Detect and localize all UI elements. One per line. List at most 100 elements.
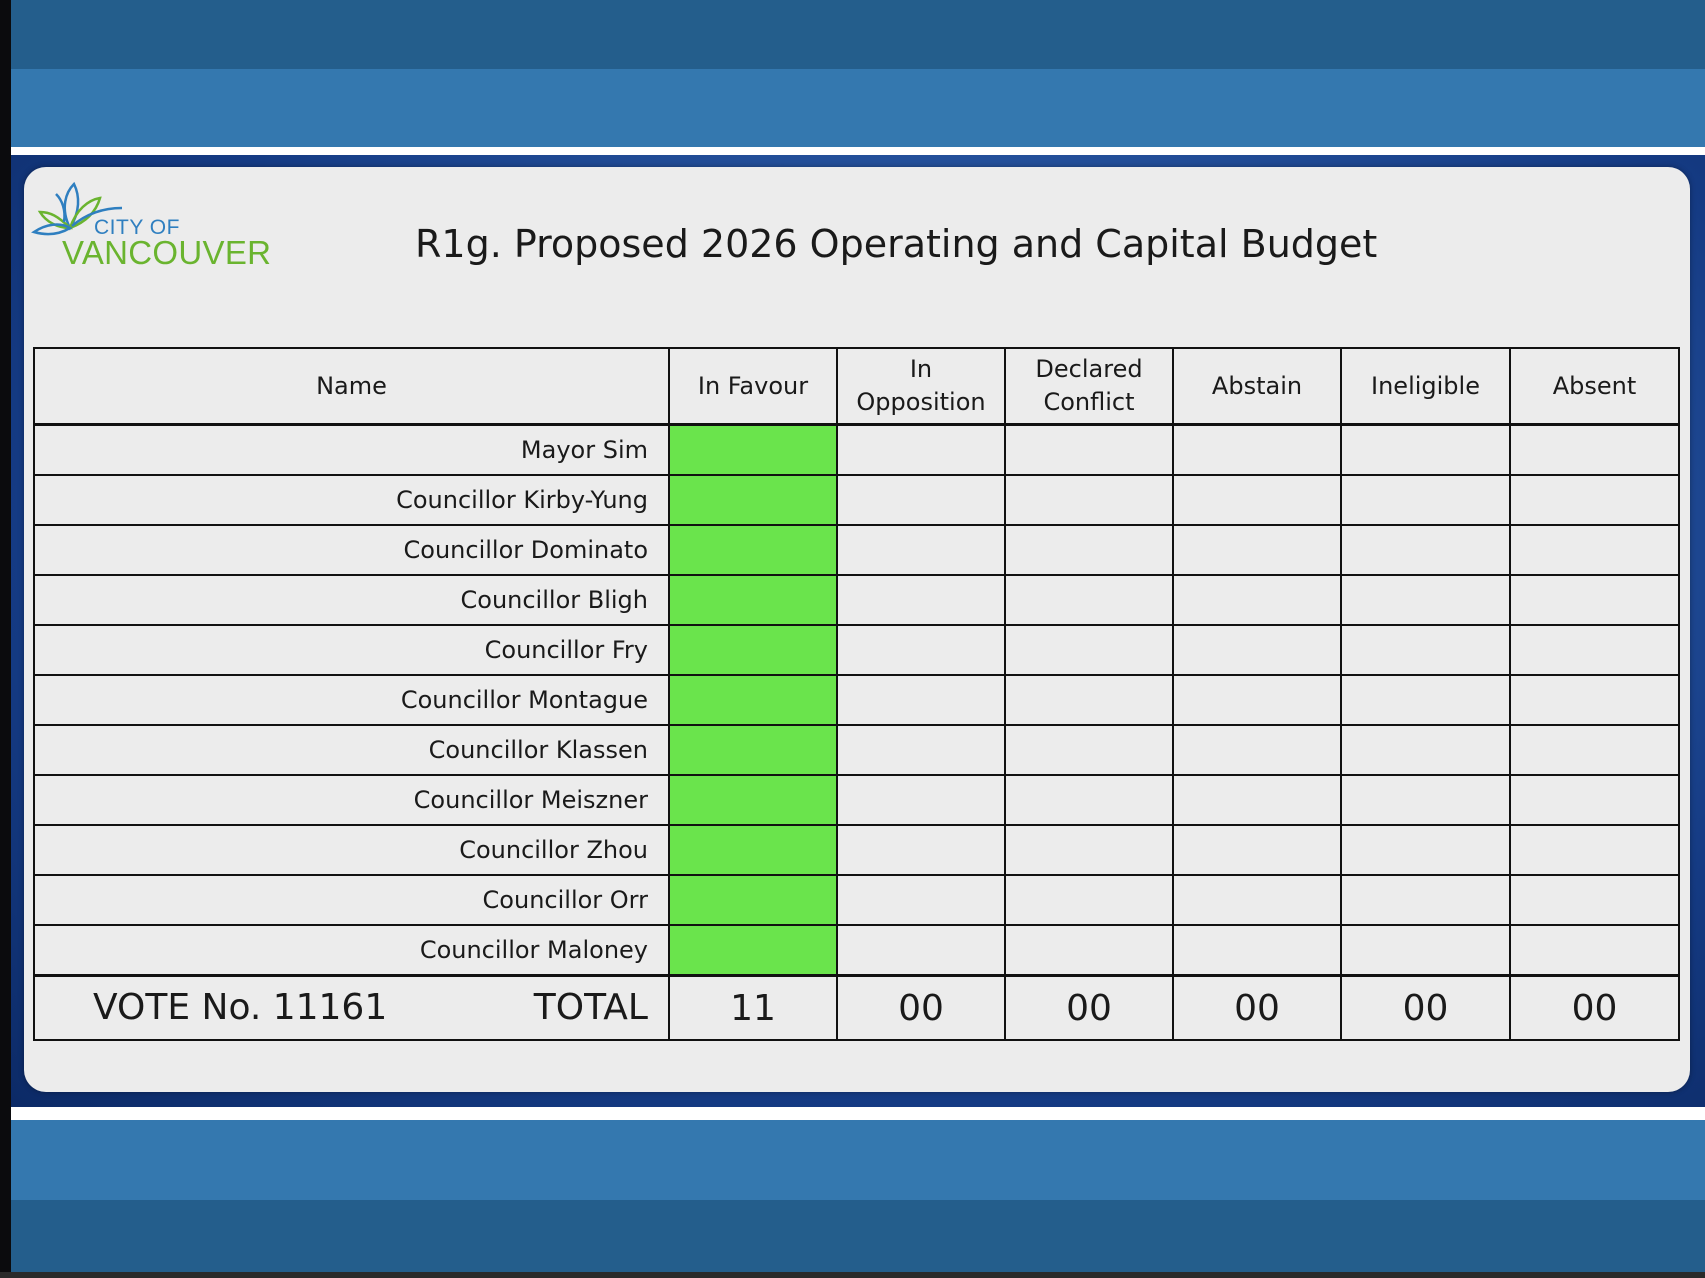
city-logo: CITY OF VANCOUVER xyxy=(30,178,280,278)
total-absent: 00 xyxy=(1509,974,1680,1041)
motion-title: R1g. Proposed 2026 Operating and Capital… xyxy=(415,222,1378,266)
vote-cell-ineligible xyxy=(1340,824,1511,876)
header-in-opposition: In Opposition xyxy=(836,347,1006,426)
member-name: Councillor Bligh xyxy=(33,574,670,626)
member-name: Mayor Sim xyxy=(33,423,670,476)
table-row: Councillor Orr xyxy=(33,874,1680,926)
vote-cell-in-favour xyxy=(668,674,838,726)
member-name: Councillor Meiszner xyxy=(33,774,670,826)
vote-cell-ineligible xyxy=(1340,474,1511,526)
bottom-band xyxy=(11,1200,1705,1272)
top-band-light xyxy=(11,69,1705,147)
total-in-opposition: 00 xyxy=(836,974,1006,1041)
header-in-opposition-line1: In xyxy=(909,355,933,383)
vote-cell-abstain xyxy=(1172,474,1342,526)
header-in-favour: In Favour xyxy=(668,347,838,426)
vote-cell-in-favour xyxy=(668,774,838,826)
table-row: Councillor Fry xyxy=(33,624,1680,676)
vote-cell-in-favour xyxy=(668,924,838,977)
vote-cell-abstain xyxy=(1172,423,1342,476)
vote-cell-in-opposition xyxy=(836,874,1006,926)
vote-cell-in-favour xyxy=(668,524,838,576)
bottom-divider xyxy=(11,1107,1705,1120)
table-header-row: Name In Favour In Opposition Declared Conf… xyxy=(33,347,1680,426)
vote-cell-abstain xyxy=(1172,524,1342,576)
vote-cell-declared-conflict xyxy=(1004,574,1174,626)
top-divider xyxy=(11,147,1705,155)
vote-cell-declared-conflict xyxy=(1004,474,1174,526)
vote-cell-abstain xyxy=(1172,924,1342,977)
table-row: Councillor Zhou xyxy=(33,824,1680,876)
logo-text-vancouver: VANCOUVER xyxy=(62,234,272,271)
total-label: TOTAL xyxy=(533,987,648,1028)
vote-cell-in-favour xyxy=(668,874,838,926)
vote-cell-absent xyxy=(1509,423,1680,476)
header-in-opposition-line2: Opposition xyxy=(856,388,986,416)
bottom-band-light xyxy=(11,1120,1705,1200)
vote-cell-in-opposition xyxy=(836,423,1006,476)
member-name: Councillor Orr xyxy=(33,874,670,926)
vote-cell-absent xyxy=(1509,924,1680,977)
vote-cell-absent xyxy=(1509,574,1680,626)
vote-cell-abstain xyxy=(1172,824,1342,876)
vote-cell-absent xyxy=(1509,624,1680,676)
left-edge xyxy=(0,0,11,1278)
vote-number: VOTE No. 11161 xyxy=(93,987,388,1028)
total-ineligible: 00 xyxy=(1340,974,1511,1041)
total-in-favour: 11 xyxy=(668,974,838,1041)
member-name: Councillor Maloney xyxy=(33,924,670,977)
member-name: Councillor Zhou xyxy=(33,824,670,876)
header-declared-conflict-line1: Declared xyxy=(1035,355,1143,383)
bottom-edge xyxy=(0,1272,1705,1278)
vote-cell-declared-conflict xyxy=(1004,524,1174,576)
vote-cell-in-opposition xyxy=(836,474,1006,526)
vote-cell-abstain xyxy=(1172,874,1342,926)
vote-cell-in-opposition xyxy=(836,524,1006,576)
vote-cell-abstain xyxy=(1172,674,1342,726)
total-name-cell: VOTE No. 11161 TOTAL xyxy=(33,974,670,1041)
vote-cell-in-opposition xyxy=(836,574,1006,626)
vote-cell-abstain xyxy=(1172,574,1342,626)
total-declared-conflict: 00 xyxy=(1004,974,1174,1041)
vote-table: Name In Favour In Opposition Declared Conf… xyxy=(33,347,1680,1041)
vote-cell-declared-conflict xyxy=(1004,874,1174,926)
top-band xyxy=(11,0,1705,69)
member-name: Councillor Montague xyxy=(33,674,670,726)
logo-text-city-of: CITY OF xyxy=(94,216,180,239)
vote-cell-absent xyxy=(1509,524,1680,576)
member-name: Councillor Fry xyxy=(33,624,670,676)
member-name: Councillor Klassen xyxy=(33,724,670,776)
vote-cell-in-favour xyxy=(668,423,838,476)
vote-cell-declared-conflict xyxy=(1004,423,1174,476)
table-row: Councillor Klassen xyxy=(33,724,1680,776)
header-absent: Absent xyxy=(1509,347,1680,426)
vote-cell-in-favour xyxy=(668,824,838,876)
vote-cell-ineligible xyxy=(1340,774,1511,826)
vote-cell-ineligible xyxy=(1340,724,1511,776)
vote-cell-in-opposition xyxy=(836,724,1006,776)
vote-cell-absent xyxy=(1509,724,1680,776)
table-row: Councillor Kirby-Yung xyxy=(33,474,1680,526)
table-row: Councillor Montague xyxy=(33,674,1680,726)
total-row: VOTE No. 11161 TOTAL 11 00 00 00 00 00 xyxy=(33,974,1680,1041)
vote-cell-in-opposition xyxy=(836,924,1006,977)
vote-cell-ineligible xyxy=(1340,574,1511,626)
vote-cell-abstain xyxy=(1172,724,1342,776)
leaf-logo-icon xyxy=(31,181,123,236)
vote-table-body: Mayor Sim Councillor Kirby-Yung Councillor… xyxy=(33,423,1680,1041)
vote-cell-in-favour xyxy=(668,724,838,776)
vote-cell-abstain xyxy=(1172,774,1342,826)
vote-cell-absent xyxy=(1509,824,1680,876)
table-row: Mayor Sim xyxy=(33,423,1680,476)
vote-cell-absent xyxy=(1509,774,1680,826)
header-declared-conflict: Declared Conflict xyxy=(1004,347,1174,426)
vote-cell-declared-conflict xyxy=(1004,924,1174,977)
vote-cell-in-opposition xyxy=(836,624,1006,676)
vote-cell-in-opposition xyxy=(836,824,1006,876)
vote-cell-absent xyxy=(1509,474,1680,526)
member-name: Councillor Kirby-Yung xyxy=(33,474,670,526)
vote-cell-declared-conflict xyxy=(1004,724,1174,776)
vote-cell-ineligible xyxy=(1340,674,1511,726)
vote-cell-in-opposition xyxy=(836,674,1006,726)
